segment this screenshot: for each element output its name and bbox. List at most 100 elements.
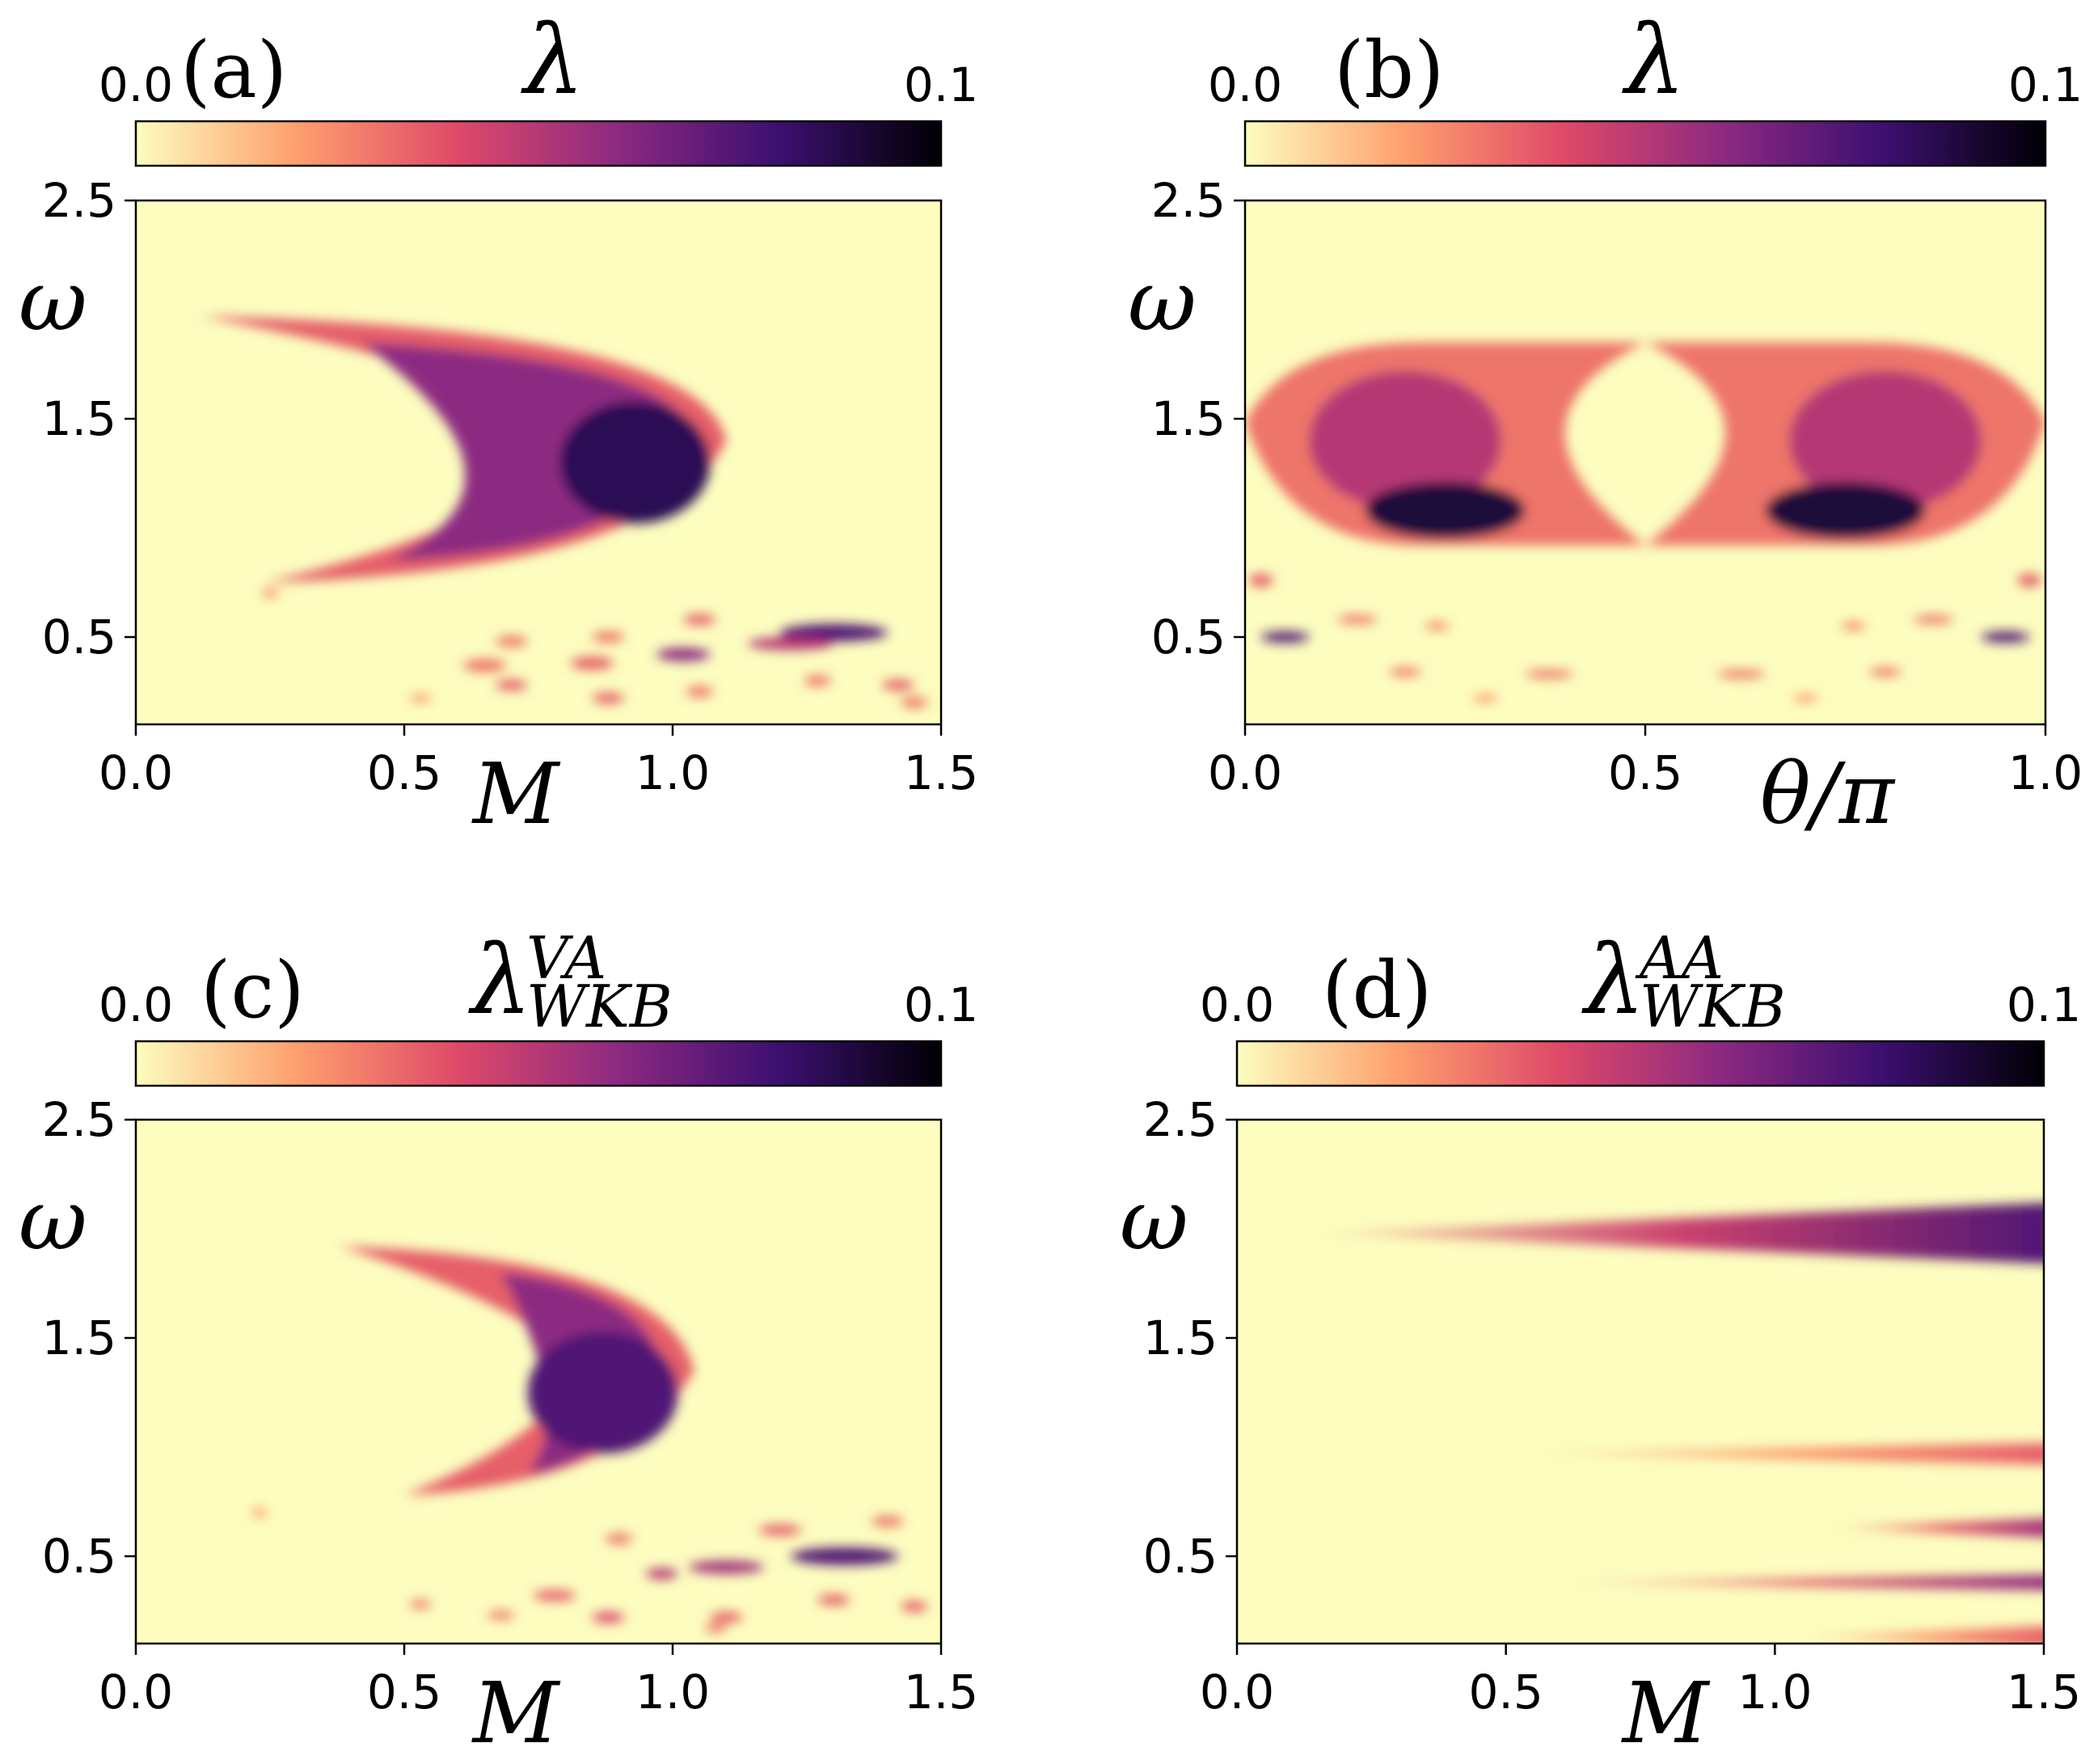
colorbar-bar xyxy=(1243,120,2047,167)
x-tick-label: 1.5 xyxy=(904,745,978,800)
y-tick-label: 1.5 xyxy=(1143,1310,1218,1365)
band xyxy=(1532,1442,2044,1465)
blob xyxy=(656,648,711,661)
y-axis-label: ω xyxy=(1128,251,1197,350)
blob xyxy=(463,659,507,673)
x-axis-label: M xyxy=(1621,1664,1711,1762)
blob xyxy=(710,1611,743,1623)
blob xyxy=(533,1589,576,1602)
blob xyxy=(1525,669,1573,679)
colorbar-max-label: 0.1 xyxy=(2008,57,2083,112)
blob xyxy=(1793,694,1817,703)
blob xyxy=(686,686,713,698)
panel-label: (b) xyxy=(1334,25,1444,116)
colorbar-min-label: 0.0 xyxy=(1200,977,1274,1032)
x-axis-label: θ/π xyxy=(1760,745,1896,843)
y-axis-label: ω xyxy=(19,251,87,350)
blob xyxy=(688,1560,764,1574)
heatmap-features xyxy=(1317,1203,2044,1644)
x-tick-label: 0.0 xyxy=(1208,745,1282,800)
blob xyxy=(1473,694,1497,703)
blob xyxy=(592,631,625,643)
band xyxy=(1317,1203,2044,1264)
panel-label: (d) xyxy=(1322,945,1432,1036)
blob xyxy=(1248,573,1273,587)
blob xyxy=(881,679,914,691)
blob xyxy=(683,614,716,626)
heatmap-b xyxy=(1245,200,2045,724)
x-tick-label: 1.5 xyxy=(2007,1665,2081,1720)
colorbar-min-label: 0.0 xyxy=(99,57,173,112)
x-tick-label: 0.5 xyxy=(1608,745,1682,800)
x-tick-label: 0.5 xyxy=(1469,1665,1543,1720)
heatmap-c xyxy=(136,1120,941,1644)
band xyxy=(1560,1575,2044,1590)
blob xyxy=(901,697,928,708)
panel-label: (a) xyxy=(180,25,287,116)
blob xyxy=(1981,631,2030,643)
blob xyxy=(1869,667,1902,677)
lobe-left-peak xyxy=(1365,482,1526,539)
blob xyxy=(409,1600,432,1609)
band xyxy=(1828,1518,2044,1538)
crescent-peak xyxy=(527,1331,678,1454)
blob xyxy=(606,1533,633,1545)
y-axis-label: ω xyxy=(1120,1171,1188,1269)
y-tick-label: 1.5 xyxy=(1151,391,1226,446)
colorbar-a: 0.0 0.1 (a) λ xyxy=(99,4,978,167)
plot-frame xyxy=(134,199,943,726)
colorbar-title: λ xyxy=(468,924,532,1036)
x-tick-label: 0.0 xyxy=(99,745,173,800)
y-tick-label: 1.5 xyxy=(42,1310,116,1365)
x-tick-label: 0.0 xyxy=(1200,1665,1274,1720)
blob xyxy=(817,1594,851,1606)
blob xyxy=(495,679,528,691)
lobe-left-mid xyxy=(1309,370,1501,511)
lobe-right-mid xyxy=(1789,370,1982,511)
colorbar-max-label: 0.1 xyxy=(904,57,978,112)
colorbar-min-label: 0.0 xyxy=(1208,57,1282,112)
heatmap-features xyxy=(251,1246,928,1633)
colorbar-b: 0.0 0.1 (b) λ xyxy=(1208,4,2083,167)
blob xyxy=(871,1516,904,1527)
x-tick-label: 1.0 xyxy=(635,745,710,800)
blob xyxy=(1913,615,1954,624)
x-tick-label: 1.0 xyxy=(1737,1665,1812,1720)
colorbar-max-label: 0.1 xyxy=(904,977,978,1032)
blob xyxy=(570,656,614,670)
x-tick-label: 0.0 xyxy=(99,1665,173,1720)
plot-frame xyxy=(134,1118,943,1645)
colorbar-title-subscript: WKB xyxy=(526,973,673,1040)
x-tick-label: 1.0 xyxy=(635,1665,710,1720)
blob xyxy=(791,1547,898,1565)
heatmap-features xyxy=(200,316,928,708)
y-axis-label: ω xyxy=(19,1171,87,1269)
x-tick-label: 1.0 xyxy=(2008,745,2083,800)
blob xyxy=(704,1623,727,1633)
panel-label: (c) xyxy=(201,945,305,1036)
colorbar-min-label: 0.0 xyxy=(99,977,173,1032)
colorbar-bar xyxy=(1235,1040,2045,1087)
heatmap-background xyxy=(1237,1120,2044,1644)
colorbar-title: λ xyxy=(1622,4,1686,116)
blob xyxy=(1841,622,1866,631)
heatmap-features xyxy=(1245,342,2045,703)
blob xyxy=(779,623,888,642)
colorbar-bar xyxy=(134,120,943,167)
blob xyxy=(251,1508,268,1517)
plot-frame xyxy=(1235,1118,2045,1645)
x-tick-label: 0.5 xyxy=(367,745,441,800)
blob xyxy=(758,1524,802,1536)
blob xyxy=(495,635,528,648)
x-axis-label: M xyxy=(471,1664,561,1762)
blob xyxy=(1260,631,1310,643)
x-tick-label: 0.5 xyxy=(367,1665,441,1720)
colorbar-title-superscript: VA xyxy=(526,924,606,992)
blob xyxy=(592,1611,625,1623)
blob xyxy=(1717,669,1766,679)
